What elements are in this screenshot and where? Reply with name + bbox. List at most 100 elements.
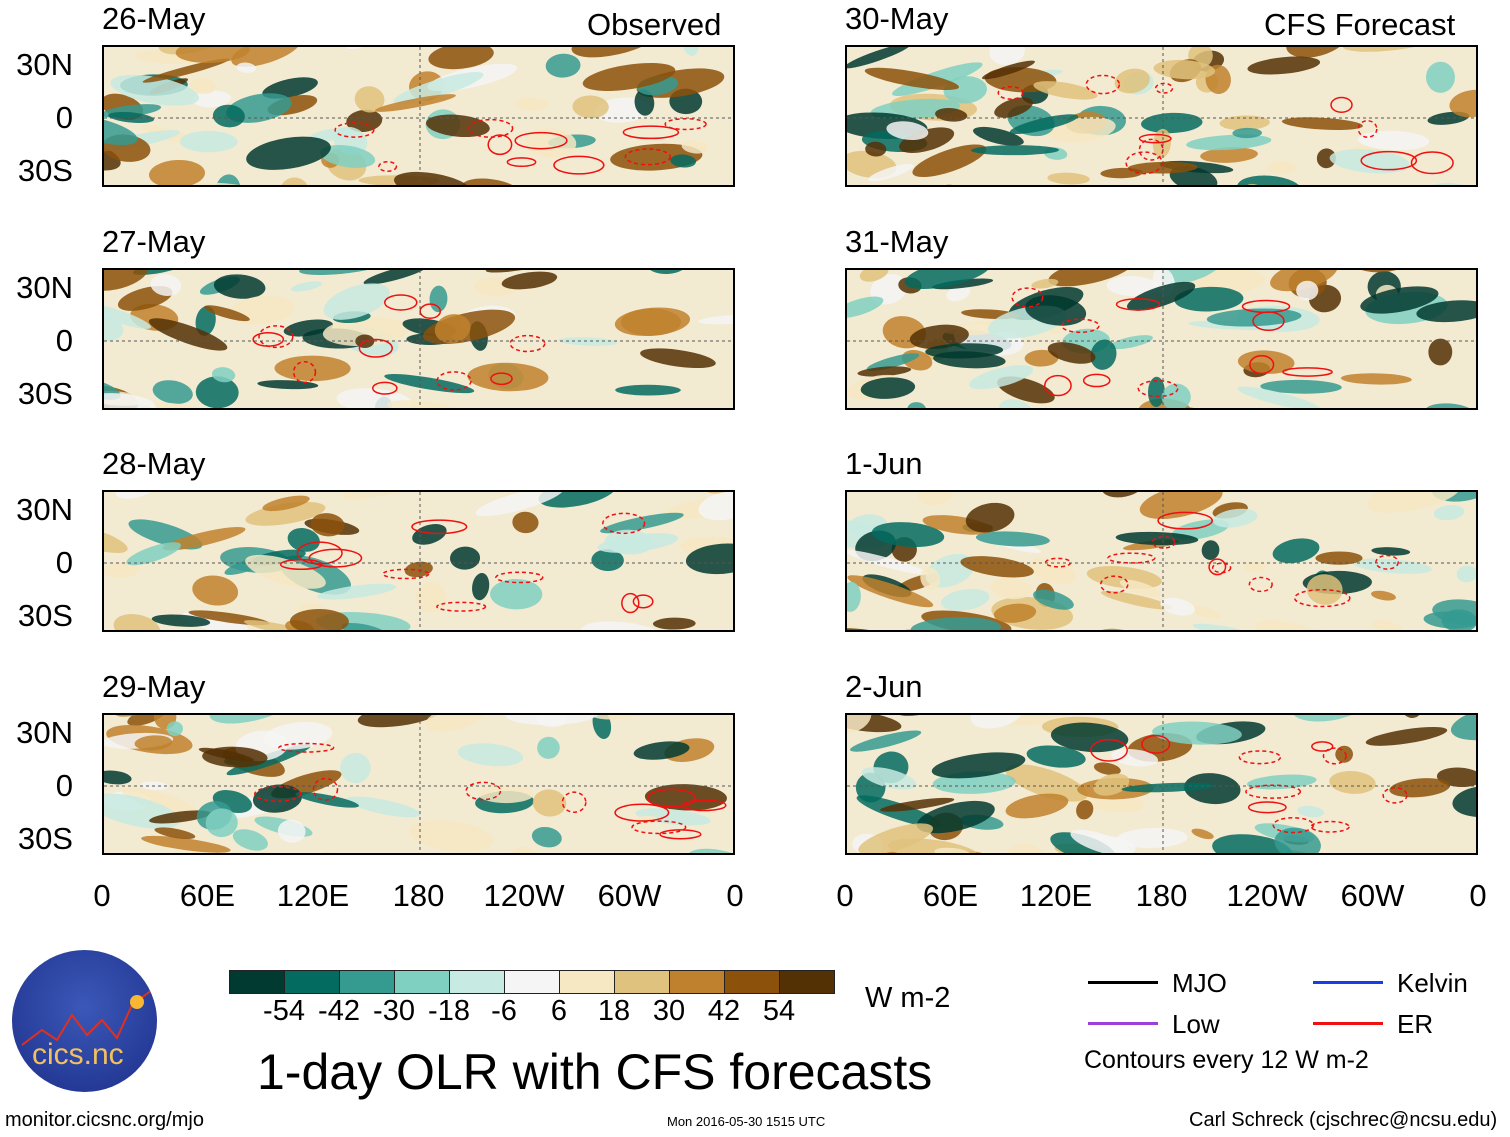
olr-anomaly-blob	[490, 579, 543, 610]
olr-anomaly-blob	[243, 620, 316, 630]
colorbar-label: -54	[263, 995, 305, 1027]
olr-anomaly-blob	[104, 115, 138, 146]
olr-anomaly-blob	[1342, 47, 1435, 52]
lon-label: 120E	[276, 878, 350, 913]
footer-author: Carl Schreck (cjschrec@ncsu.edu)	[1189, 1109, 1498, 1131]
olr-anomaly-blob	[1025, 295, 1087, 326]
olr-anomaly-blob	[262, 77, 318, 99]
er-contour	[514, 131, 568, 150]
olr-anomaly-blob	[1397, 852, 1449, 855]
colorbar-swatch	[670, 971, 725, 993]
lon-label: 0	[836, 878, 854, 913]
colorbar-label: 6	[550, 995, 568, 1027]
olr-anomaly-blob	[374, 94, 456, 112]
lat-label: 30N	[16, 715, 73, 750]
olr-anomaly-blob	[645, 270, 690, 275]
er-contour	[1322, 747, 1347, 765]
er-contour	[495, 571, 544, 584]
olr-anomaly-blob	[893, 715, 956, 717]
olr-anomaly-blob	[847, 47, 911, 69]
olr-anomaly-blob	[340, 752, 371, 784]
lon-label: 180	[392, 878, 445, 913]
olr-anomaly-blob	[104, 524, 128, 553]
olr-anomaly-blob	[1076, 800, 1094, 820]
colorbar-label: 18	[597, 995, 631, 1027]
olr-anomaly-blob	[934, 847, 971, 853]
colorbar-label: 30	[652, 995, 686, 1027]
olr-anomaly-blob	[652, 617, 696, 630]
olr-anomaly-blob	[1033, 81, 1098, 100]
olr-anomaly-blob	[866, 353, 920, 371]
olr-anomaly-blob	[104, 303, 151, 329]
olr-anomaly-blob	[1329, 149, 1410, 174]
er-contour	[308, 548, 363, 568]
er-contour	[664, 117, 707, 131]
er-contour	[632, 594, 654, 609]
olr-anomaly-blob	[850, 730, 922, 752]
olr-anomaly-blob	[384, 374, 475, 394]
olr-anomaly-blob	[1212, 834, 1293, 853]
olr-anomaly-blob	[1070, 829, 1131, 853]
olr-anomaly-blob	[1093, 773, 1130, 796]
olr-anomaly-blob	[1297, 805, 1325, 818]
olr-anomaly-blob	[1115, 531, 1199, 546]
er-contour	[1375, 554, 1399, 570]
olr-anomaly-blob	[1048, 270, 1134, 287]
olr-anomaly-blob	[698, 314, 733, 325]
footer-url[interactable]: monitor.cicsnc.org/mjo	[5, 1109, 204, 1131]
er-contour	[252, 331, 285, 347]
olr-anomaly-blob	[1329, 771, 1376, 794]
olr-anomaly-blob	[1073, 406, 1119, 410]
er-contour	[1138, 133, 1172, 144]
olr-anomaly-blob	[581, 621, 665, 630]
olr-anomaly-blob	[886, 121, 929, 141]
olr-anomaly-blob	[386, 400, 469, 408]
olr-anomaly-blob	[615, 384, 681, 396]
olr-anomaly-blob	[1126, 281, 1196, 311]
olr-anomaly-blob	[920, 567, 940, 590]
er-contour	[659, 829, 702, 840]
colorbar-label: -18	[428, 995, 470, 1027]
olr-anomaly-blob	[412, 523, 447, 545]
olr-anomaly-blob	[880, 797, 955, 812]
olr-anomaly-blob	[1428, 338, 1453, 366]
cicsnc-logo: cics.nc	[12, 950, 157, 1092]
olr-anomaly-blob	[1357, 130, 1430, 151]
olr-anomaly-blob	[1425, 61, 1455, 93]
olr-anomaly-blob	[1031, 278, 1059, 289]
olr-anomaly-blob	[1009, 114, 1079, 134]
olr-anomaly-blob	[847, 550, 929, 575]
olr-anomaly-blob	[946, 285, 971, 302]
olr-anomaly-blob	[148, 159, 205, 185]
er-contour	[312, 777, 339, 801]
olr-anomaly-blob	[231, 47, 301, 67]
olr-anomaly-blob	[192, 90, 232, 108]
er-contour	[1293, 588, 1351, 608]
olr-anomaly-blob	[274, 355, 351, 382]
olr-anomaly-blob	[287, 528, 320, 552]
olr-anomaly-blob	[345, 796, 421, 818]
olr-anomaly-blob	[393, 171, 472, 185]
olr-anomaly-blob	[252, 784, 302, 813]
olr-anomaly-blob	[1101, 590, 1173, 610]
olr-anomaly-blob	[847, 715, 872, 735]
olr-anomaly-blob	[857, 366, 912, 377]
olr-anomaly-blob	[1191, 828, 1214, 840]
olr-anomaly-blob	[393, 72, 484, 104]
olr-anomaly-blob	[1160, 597, 1195, 616]
olr-anomaly-blob	[151, 614, 211, 627]
er-contour	[621, 592, 640, 614]
lon-label: 120W	[483, 878, 565, 913]
olr-anomaly-blob	[346, 47, 372, 50]
olr-anomaly-blob	[232, 829, 268, 851]
olr-anomaly-blob	[277, 819, 306, 843]
olr-anomaly-blob	[1109, 335, 1154, 350]
olr-anomaly-blob	[1316, 148, 1336, 169]
er-contour	[382, 568, 430, 580]
colorbar-label: 54	[762, 995, 796, 1027]
olr-anomaly-blob	[462, 178, 520, 185]
er-contour	[624, 148, 672, 166]
olr-anomaly-blob	[943, 184, 970, 185]
olr-anomaly-blob	[1148, 376, 1165, 407]
olr-anomaly-blob	[166, 721, 183, 737]
